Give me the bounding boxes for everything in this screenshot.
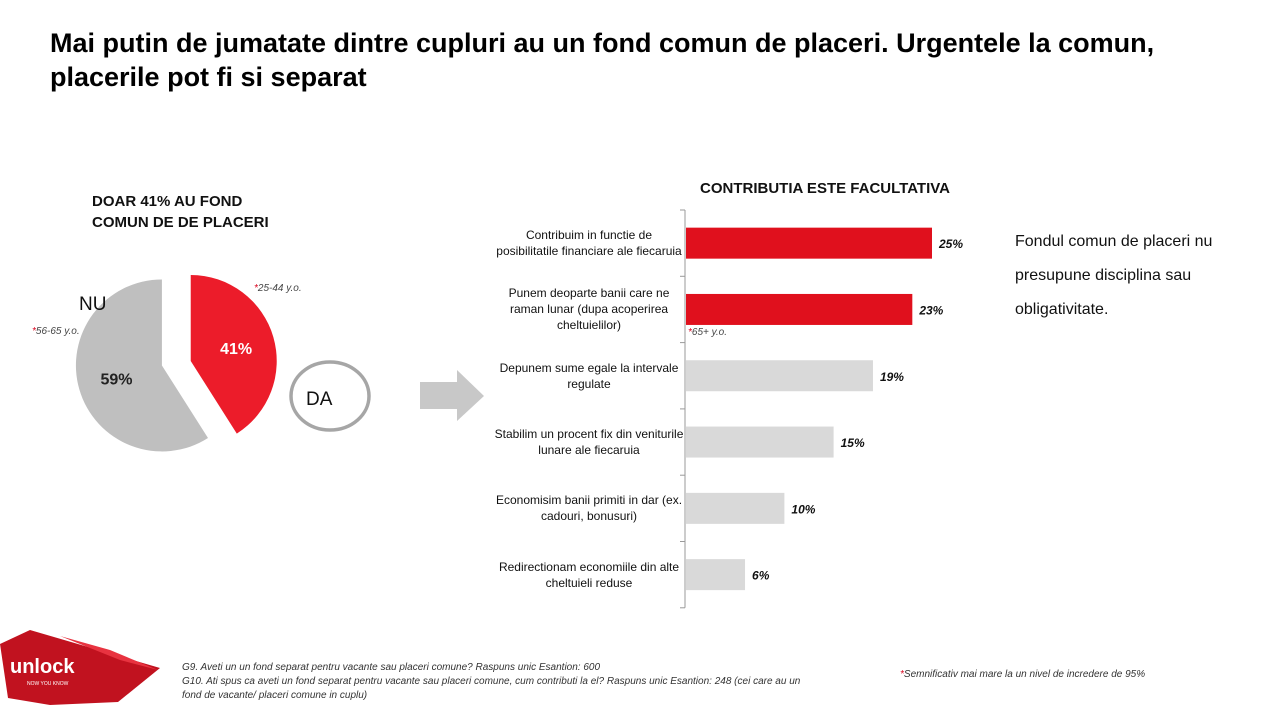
bar-value-label-4: 15%: [841, 436, 865, 450]
note-yes-significance: *25-44 y.o.: [254, 283, 302, 294]
pie-label-yes: DA: [306, 389, 333, 410]
bar-category-label-3: Depunem sume egale la intervale regulate: [499, 360, 679, 391]
footnote-g9: G9. Aveti un un fond separat pentru vaca…: [182, 662, 601, 673]
arrow-right-icon: [420, 370, 484, 421]
bar-5: [686, 492, 785, 524]
bar-category-label-5: Economisim banii primiti in dar (ex. cad…: [495, 493, 683, 524]
pie-heading-line2: COMUN DE DE PLACERI: [92, 214, 269, 231]
bar-value-label-6: 6%: [752, 569, 770, 583]
bar-1: [686, 227, 932, 259]
note-bar-significance: *65+ y.o.: [688, 327, 728, 338]
bar-category-label-6: Redirectionam economiile din alte cheltu…: [498, 559, 680, 590]
bar-category-label-1: Contribuim in functie de posibilitatile …: [496, 228, 682, 259]
pie-value-label-da: 41%: [220, 341, 252, 358]
pie-label-no: NU: [79, 294, 107, 315]
pie-slice-da: [190, 274, 277, 434]
pie-slice-nu: [75, 279, 209, 452]
pie-chart: 41% 59%: [75, 274, 484, 452]
note-bar-text: 65+ y.o.: [691, 327, 728, 338]
pie-heading: DOAR 41% AU FOND COMUN DE DE PLACERI: [92, 191, 322, 233]
pie-heading-line1: DOAR 41% AU FOND: [92, 193, 243, 210]
page-title: Mai putin de jumatate dintre cupluri au …: [50, 28, 1155, 92]
bar-3: [686, 360, 873, 392]
footnote: G9. Aveti un un fond separat pentru vaca…: [182, 661, 802, 703]
bar-4: [686, 426, 834, 458]
side-commentary: Fondul comun de placeri nu presupune dis…: [1015, 233, 1213, 318]
pie-value-label-nu: 59%: [100, 372, 132, 389]
significance-note-text: Semnificativ mai mare la un nivel de inc…: [903, 669, 1146, 680]
bar-2: [686, 293, 913, 325]
note-no-significance: *56-65 y.o.: [32, 326, 80, 337]
bar-value-label-2: 23%: [918, 303, 943, 317]
footnote-g10: G10. Ati spus ca aveti un fond separat p…: [182, 676, 801, 701]
bar-chart: 25% 23% 19% 15% 10% 6%: [680, 209, 963, 609]
bar-value-label-5: 10%: [791, 502, 815, 516]
bar-category-label-2: Punem deoparte banii care ne raman lunar…: [508, 286, 670, 333]
bar-value-label-3: 19%: [880, 370, 904, 384]
bar-value-label-1: 25%: [938, 237, 963, 251]
bar-6: [686, 559, 746, 591]
logo-text: unlock: [10, 656, 75, 678]
bar-category-label-4: Stabilim un procent fix din veniturile l…: [494, 427, 684, 458]
da-label-ring: [289, 360, 371, 432]
note-no-text: 56-65 y.o.: [35, 326, 80, 337]
unlock-logo: unlock NOW YOU KNOW: [0, 630, 160, 705]
logo-tagline: NOW YOU KNOW: [27, 681, 69, 687]
note-yes-text: 25-44 y.o.: [257, 283, 302, 294]
bar-chart-title: CONTRIBUTIA ESTE FACULTATIVA: [700, 180, 950, 197]
significance-note: *Semnificativ mai mare la un nivel de in…: [900, 669, 1146, 680]
